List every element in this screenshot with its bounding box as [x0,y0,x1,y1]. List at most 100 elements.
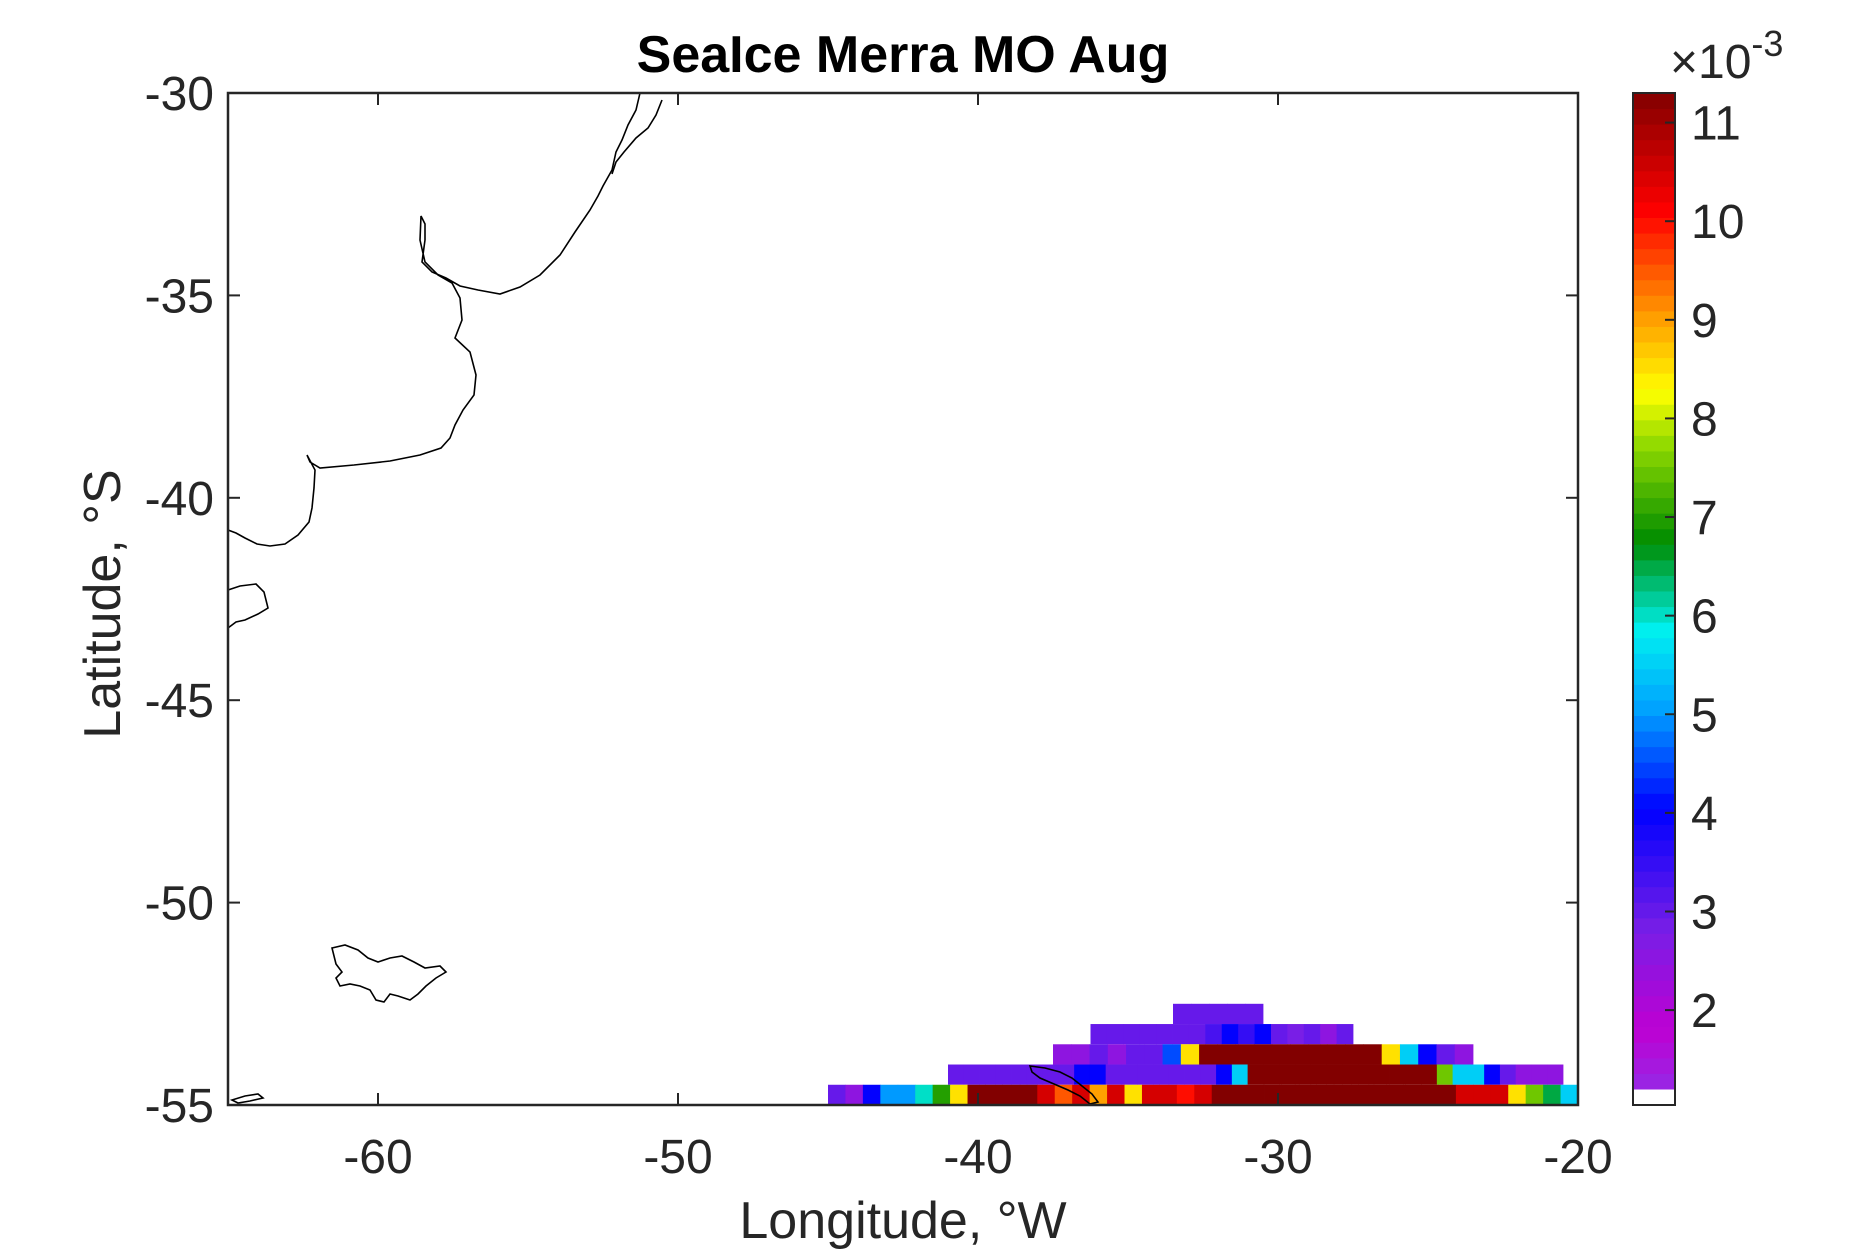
heatmap-cell [1245,1003,1264,1025]
heatmap-cell [1159,1084,1178,1105]
heatmap-cell [1436,1064,1454,1085]
colorbar-band [1633,450,1675,467]
heatmap-cell [1454,1044,1474,1065]
colorbar-multiplier: ×10-3 [1670,23,1783,89]
colorbar-band [1633,933,1675,950]
colorbar-band [1633,497,1675,514]
heatmap-cell [1543,1084,1561,1105]
heatmap-cell [1037,1084,1056,1105]
heatmap-cell [1399,1044,1419,1065]
colorbar-band [1633,871,1675,888]
heatmap-cell [1153,1064,1170,1085]
heatmap-cell [1053,1044,1072,1065]
heatmap-cell [1547,1064,1564,1085]
heatmap-cell [1281,1084,1300,1105]
heatmap-cell [1279,1064,1296,1085]
colorbar-band [1633,840,1675,857]
heatmap-cell [1264,1084,1282,1105]
coastline-south-america [227,92,641,547]
colorbar-band [1633,155,1675,172]
y-axis-ticks: -30 -35 -40 -45 -50 -55 [145,68,1578,1133]
colorbar-band [1633,342,1675,359]
heatmap-cell [1123,1024,1141,1045]
heatmap-cell [1156,1024,1173,1045]
colorbar-band [1633,622,1675,639]
y-tick-label: -55 [145,1080,214,1133]
heatmap-cell [1333,1084,1352,1105]
colorbar-band [1633,310,1675,327]
heatmap-cell [1525,1084,1544,1105]
heatmap-cell [1389,1064,1406,1085]
colorbar-band [1633,170,1675,187]
heatmap-cell [1253,1044,1273,1065]
colorbar-band [1633,435,1675,452]
heatmap-cell [1515,1064,1532,1085]
colorbar-tick-label: 8 [1691,393,1718,446]
x-tick-label: -20 [1543,1131,1612,1184]
heatmap-cell [845,1084,864,1105]
x-tick-label: -40 [943,1131,1012,1184]
heatmap-cell [1105,1064,1122,1085]
heatmap-cell [1373,1064,1390,1085]
heatmap-cell [1089,1044,1109,1065]
heatmap-cell [1272,1044,1291,1065]
heatmap-cell [950,1084,968,1105]
heatmap-cell [1199,1044,1218,1065]
colorbar-band [1633,404,1675,421]
heatmap-cell [1473,1084,1492,1105]
colorbar-band [1633,482,1675,499]
heatmap-cell [1172,1024,1190,1045]
heatmap-cell [995,1064,1012,1085]
heatmap-cell [979,1064,996,1085]
heatmap-cell [1290,1044,1310,1065]
heatmap-cell [1270,1024,1288,1045]
heatmap-cells [828,1003,1579,1105]
heatmap-cell [1042,1064,1059,1085]
plot-area [228,93,1578,1105]
heatmap-cell [1235,1044,1255,1065]
colorbar-band [1633,855,1675,872]
heatmap-cell [1200,1064,1217,1085]
colorbar-band [1633,964,1675,981]
heatmap-cell [984,1084,1003,1105]
colorbar-band [1633,777,1675,794]
heatmap-cell [1247,1064,1264,1085]
x-axis-label: Longitude, °W [739,1192,1066,1250]
heatmap-cell [1194,1084,1213,1105]
y-tick-label: -40 [145,473,214,526]
colorbar-band [1633,591,1675,608]
heatmap-cell [1089,1064,1107,1085]
colorbar-band [1633,1011,1675,1028]
y-tick-label: -35 [145,270,214,323]
heatmap-cell [1191,1003,1210,1025]
colorbar-tick-label: 10 [1691,196,1744,249]
heatmap-cell [1107,1084,1125,1105]
heatmap-cell [1211,1084,1230,1105]
colorbar-band [1633,948,1675,965]
colorbar-band [1633,139,1675,156]
colorbar-tick-label: 3 [1691,886,1718,939]
heatmap-cell [1403,1084,1422,1105]
colorbar-band [1633,1042,1675,1059]
heatmap-cell [1455,1084,1474,1105]
x-tick-label: -30 [1243,1131,1312,1184]
colorbar-band [1633,326,1675,343]
colorbar-band [1633,124,1675,141]
heatmap-cell [1071,1044,1090,1065]
heatmap-cell [1316,1084,1335,1105]
heatmap-cell [1560,1084,1579,1105]
heatmap-cell [1326,1044,1346,1065]
colorbar-tick-label: 7 [1691,492,1718,545]
heatmap-cell [1320,1024,1337,1045]
heatmap-cell [1351,1084,1370,1105]
heatmap-cell [1205,1024,1223,1045]
heatmap-cell [1436,1044,1456,1065]
heatmap-cell [828,1084,846,1105]
heatmap-cell [1216,1064,1233,1085]
heatmap-cell [1345,1044,1364,1065]
colorbar-band [1633,544,1675,561]
heatmap-cell [897,1084,916,1105]
colorbar-tick-label: 2 [1691,985,1718,1038]
colorbar-band [1633,528,1675,545]
